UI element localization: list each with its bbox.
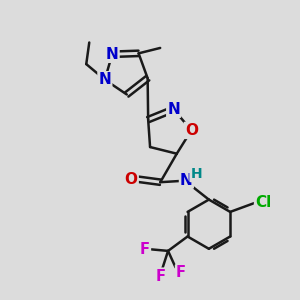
Text: O: O: [185, 123, 198, 138]
Text: H: H: [190, 167, 202, 181]
Text: N: N: [180, 172, 193, 188]
Text: Cl: Cl: [255, 195, 271, 210]
Text: F: F: [140, 242, 150, 257]
Text: N: N: [98, 72, 111, 87]
Text: N: N: [167, 102, 180, 117]
Text: N: N: [106, 47, 118, 62]
Text: F: F: [156, 268, 166, 284]
Text: O: O: [125, 172, 138, 187]
Text: F: F: [176, 265, 186, 280]
